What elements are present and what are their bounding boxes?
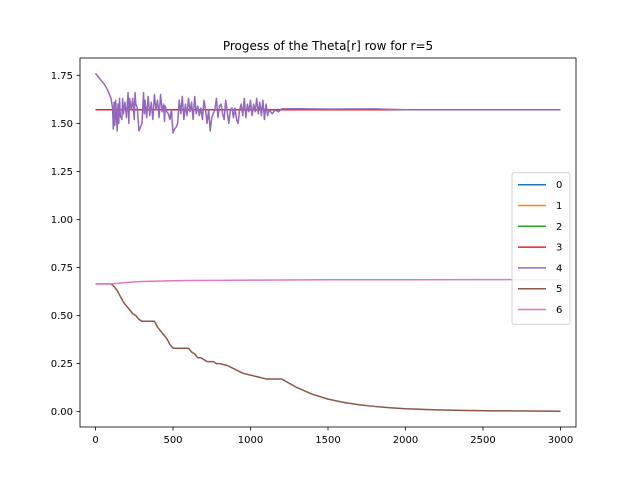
legend-label-1: 1 bbox=[556, 201, 562, 212]
x-tick-label: 500 bbox=[163, 435, 182, 446]
series-line-4 bbox=[94, 72, 561, 134]
x-tick-label: 1000 bbox=[238, 435, 263, 446]
chart-title: Progess of the Theta[r] row for r=5 bbox=[223, 39, 433, 53]
series-line-6 bbox=[95, 278, 561, 285]
plot-lines bbox=[94, 72, 561, 412]
y-tick-label: 1.00 bbox=[51, 215, 73, 226]
y-tick-label: 1.75 bbox=[51, 71, 73, 82]
series-line-5 bbox=[95, 283, 561, 412]
legend-label-2: 2 bbox=[556, 222, 562, 233]
y-tick-label: 1.25 bbox=[51, 167, 73, 178]
legend: 0 1 2 3 4 5 6 bbox=[511, 172, 571, 325]
x-tick-label: 1500 bbox=[315, 435, 340, 446]
legend-box bbox=[511, 172, 571, 325]
y-tick-label: 0.25 bbox=[51, 359, 73, 370]
x-tick-label: 2500 bbox=[470, 435, 495, 446]
y-tick-label: 0.00 bbox=[51, 407, 73, 418]
legend-label-3: 3 bbox=[556, 243, 562, 254]
x-tick-label: 2000 bbox=[393, 435, 418, 446]
legend-label-6: 6 bbox=[556, 305, 562, 316]
legend-label-5: 5 bbox=[556, 284, 562, 295]
legend-label-0: 0 bbox=[556, 180, 562, 191]
x-tick-label: 3000 bbox=[548, 435, 573, 446]
y-tick-label: 0.75 bbox=[51, 263, 73, 274]
y-axis: 0.00 0.25 0.50 0.75 1.00 1.25 1.50 1.75 bbox=[51, 71, 80, 418]
x-axis: 0 500 1000 1500 2000 2500 3000 bbox=[92, 427, 573, 446]
legend-label-4: 4 bbox=[556, 263, 562, 274]
x-tick-label: 0 bbox=[92, 435, 98, 446]
y-tick-label: 1.50 bbox=[51, 119, 73, 130]
y-tick-label: 0.50 bbox=[51, 311, 73, 322]
